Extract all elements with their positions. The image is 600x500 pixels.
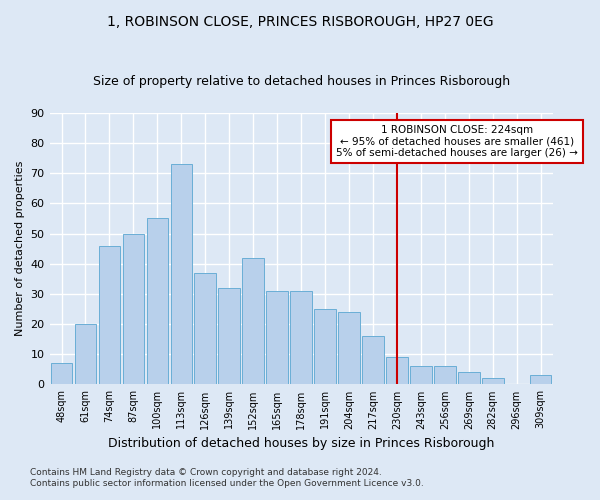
Bar [242,258,264,384]
Bar [290,291,312,384]
Bar [362,336,384,384]
Bar [266,291,288,384]
Text: 1, ROBINSON CLOSE, PRINCES RISBOROUGH, HP27 0EG: 1, ROBINSON CLOSE, PRINCES RISBOROUGH, H… [107,15,493,29]
Bar [386,358,407,384]
Bar [314,309,336,384]
Bar [338,312,360,384]
Bar [170,164,192,384]
Bar [146,218,168,384]
Bar [530,376,551,384]
Bar [51,364,73,384]
Bar [98,246,120,384]
Title: Size of property relative to detached houses in Princes Risborough: Size of property relative to detached ho… [92,75,509,88]
X-axis label: Distribution of detached houses by size in Princes Risborough: Distribution of detached houses by size … [108,437,494,450]
Bar [410,366,431,384]
Bar [458,372,479,384]
Bar [194,273,216,384]
Bar [218,288,240,384]
Text: Contains HM Land Registry data © Crown copyright and database right 2024.
Contai: Contains HM Land Registry data © Crown c… [30,468,424,487]
Bar [434,366,455,384]
Bar [122,234,144,384]
Bar [482,378,503,384]
Y-axis label: Number of detached properties: Number of detached properties [15,161,25,336]
Bar [74,324,96,384]
Text: 1 ROBINSON CLOSE: 224sqm
← 95% of detached houses are smaller (461)
5% of semi-d: 1 ROBINSON CLOSE: 224sqm ← 95% of detach… [336,125,578,158]
